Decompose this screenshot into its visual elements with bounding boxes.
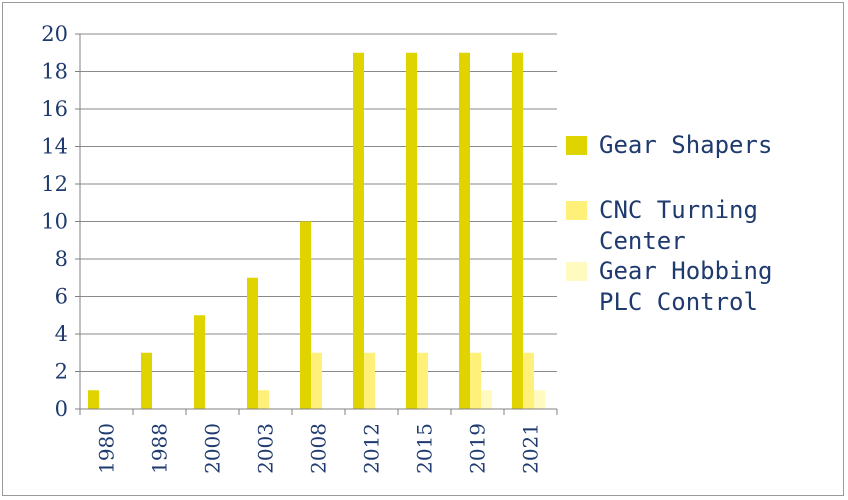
bar-cnc-turning-center-2012 bbox=[364, 352, 375, 409]
legend-swatch bbox=[566, 262, 587, 281]
x-tick-label: 2021 bbox=[519, 423, 543, 474]
bar-gear-shapers-2019 bbox=[459, 52, 470, 409]
bar-gear-shapers-2021 bbox=[512, 52, 523, 409]
bar-gear-shapers-2003 bbox=[247, 277, 258, 409]
bar-cnc-turning-center-2008 bbox=[311, 352, 322, 409]
y-tick-label: 10 bbox=[41, 210, 68, 234]
bar-gear-shapers-2015 bbox=[406, 52, 417, 409]
x-tick-label: 2000 bbox=[201, 423, 225, 474]
legend-label: PLC Control bbox=[599, 288, 758, 316]
y-tick-labels: 0 2 4 6 8 10 12 14 16 18 20 bbox=[41, 22, 68, 421]
bars bbox=[79, 52, 558, 415]
legend-label: Center bbox=[599, 227, 686, 255]
bar-gear-shapers-2000 bbox=[194, 315, 205, 409]
y-tick-label: 2 bbox=[55, 360, 68, 384]
x-tick-label: 2015 bbox=[413, 423, 437, 474]
y-tick-label: 20 bbox=[41, 22, 68, 46]
y-tick-label: 18 bbox=[41, 60, 68, 84]
bar-cnc-turning-center-2021 bbox=[523, 352, 534, 409]
bar-gear-hobbing-plc-control-2019 bbox=[481, 390, 492, 409]
x-tick-labels: 1980 1988 2000 2003 2008 2012 2015 2019 2021 bbox=[95, 423, 543, 474]
y-tick-label: 8 bbox=[55, 247, 68, 271]
y-tick-label: 6 bbox=[55, 285, 68, 309]
y-tick-label: 4 bbox=[55, 322, 68, 346]
legend-label: CNC Turning bbox=[599, 196, 758, 224]
bar-gear-shapers-2012 bbox=[353, 52, 364, 409]
legend-swatch bbox=[566, 136, 587, 155]
bar-cnc-turning-center-2015 bbox=[417, 352, 428, 409]
x-tick-label: 2008 bbox=[307, 423, 331, 474]
y-tick-label: 14 bbox=[41, 135, 68, 159]
y-tick-label: 0 bbox=[55, 397, 68, 421]
x-tick-label: 2003 bbox=[254, 423, 278, 474]
y-tick-label: 16 bbox=[41, 97, 68, 121]
gridlines bbox=[75, 33, 557, 410]
x-tick-label: 1988 bbox=[148, 423, 172, 474]
legend-label: Gear Shapers bbox=[599, 131, 772, 159]
y-tick-label: 12 bbox=[41, 172, 68, 196]
bar-gear-shapers-1988 bbox=[141, 352, 152, 409]
legend-label: Gear Hobbing bbox=[599, 257, 772, 285]
axes bbox=[79, 34, 557, 410]
bar-cnc-turning-center-2019 bbox=[470, 352, 481, 409]
bar-gear-hobbing-plc-control-2021 bbox=[534, 390, 545, 409]
x-tick-label: 2012 bbox=[360, 423, 384, 474]
x-tick-label: 1980 bbox=[95, 423, 119, 474]
bar-cnc-turning-center-2003 bbox=[258, 390, 269, 409]
bar-gear-shapers-1980 bbox=[88, 390, 99, 409]
x-tick-label: 2019 bbox=[466, 423, 490, 474]
bar-gear-shapers-2008 bbox=[300, 221, 311, 409]
legend-swatch bbox=[566, 201, 587, 220]
